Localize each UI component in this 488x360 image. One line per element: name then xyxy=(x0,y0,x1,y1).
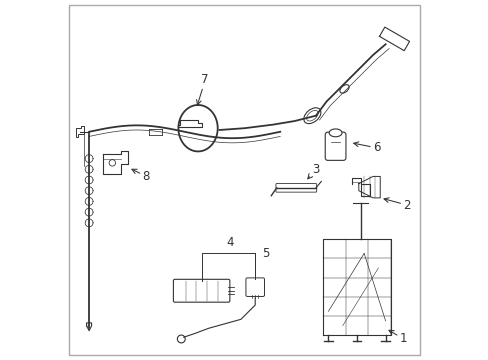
FancyBboxPatch shape xyxy=(325,132,345,160)
FancyBboxPatch shape xyxy=(173,279,229,302)
Circle shape xyxy=(177,335,185,343)
Ellipse shape xyxy=(339,85,348,93)
Ellipse shape xyxy=(328,129,341,137)
Text: 3: 3 xyxy=(307,163,319,179)
Circle shape xyxy=(109,159,115,166)
Text: 6: 6 xyxy=(353,141,380,154)
Text: 5: 5 xyxy=(261,247,268,260)
Ellipse shape xyxy=(303,108,320,123)
Text: 1: 1 xyxy=(388,330,407,346)
Polygon shape xyxy=(76,126,83,137)
Text: 7: 7 xyxy=(196,73,208,105)
Text: 4: 4 xyxy=(226,235,233,249)
FancyBboxPatch shape xyxy=(275,184,316,192)
Text: 8: 8 xyxy=(132,169,150,183)
Ellipse shape xyxy=(306,111,318,121)
Text: 2: 2 xyxy=(383,198,410,212)
FancyBboxPatch shape xyxy=(245,278,264,296)
